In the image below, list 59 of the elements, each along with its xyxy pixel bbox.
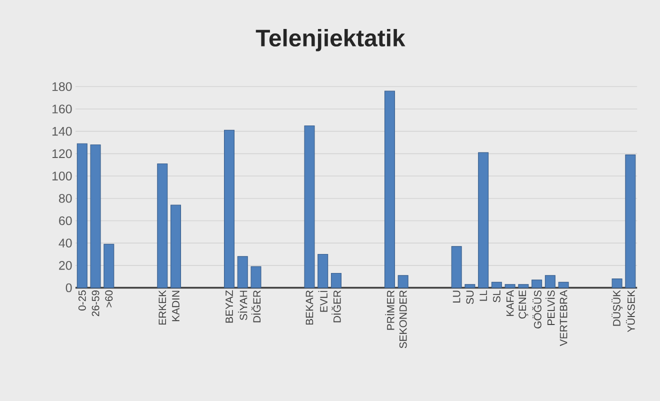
bar bbox=[304, 125, 315, 288]
y-tick-label: 120 bbox=[52, 149, 72, 158]
bar bbox=[544, 275, 556, 288]
x-tick-label: SEKONDER bbox=[399, 290, 407, 348]
x-tick-label: PELVİS bbox=[546, 290, 555, 325]
bar bbox=[491, 282, 502, 288]
bar bbox=[504, 284, 516, 288]
bar bbox=[170, 204, 182, 288]
x-tick-label: PRİMER bbox=[385, 290, 394, 330]
x-tick-label: ERKEK bbox=[158, 290, 166, 324]
x-tick-label: >60 bbox=[105, 290, 113, 308]
x-tick-label: EVLİ bbox=[318, 290, 328, 312]
x-tick-label: LU bbox=[452, 290, 460, 302]
y-tick-label: 80 bbox=[58, 194, 72, 203]
x-tick-label: DÜŞÜK bbox=[612, 290, 623, 326]
x-tick-label: SU bbox=[466, 290, 474, 304]
bar bbox=[398, 275, 408, 288]
bar bbox=[76, 143, 88, 288]
x-tick-label: 0-25 bbox=[78, 290, 86, 310]
y-tick-label: 0 bbox=[66, 283, 72, 292]
bar bbox=[330, 272, 342, 288]
x-tick-label: SİYAH bbox=[238, 290, 248, 320]
bar bbox=[464, 284, 476, 288]
x-tick-label: KADIN bbox=[172, 290, 180, 321]
bar bbox=[250, 266, 262, 288]
x-tick-label: DİĞER bbox=[251, 290, 261, 322]
y-tick-label: 40 bbox=[58, 238, 72, 248]
bar bbox=[612, 278, 622, 288]
chart-title: Telenjiektatik bbox=[256, 28, 406, 52]
bar bbox=[478, 152, 489, 288]
x-tick-label: 26-59 bbox=[92, 290, 100, 316]
x-tick-label: ÇENE bbox=[518, 290, 528, 318]
x-tick-label: SL bbox=[492, 290, 500, 302]
y-tick-label: 100 bbox=[52, 171, 72, 180]
x-tick-label: VERTEBRA bbox=[560, 290, 568, 346]
bar bbox=[384, 90, 395, 288]
bar bbox=[451, 246, 462, 288]
y-tick-label: 20 bbox=[59, 260, 72, 270]
x-tick-label: LL bbox=[480, 290, 487, 301]
x-tick-label: DİĞER bbox=[332, 290, 341, 322]
y-tick-label: 140 bbox=[52, 126, 72, 136]
x-tick-label: BEKAR bbox=[306, 290, 314, 324]
x-tick-label: GÖĞÜS bbox=[532, 290, 542, 328]
bar bbox=[157, 163, 168, 288]
y-tick-label: 60 bbox=[59, 216, 72, 225]
x-tick-label: YÜKSEK bbox=[626, 290, 635, 332]
x-tick-label: BEYAZ bbox=[226, 290, 233, 322]
bar bbox=[90, 144, 101, 288]
y-tick-label: 180 bbox=[52, 82, 72, 91]
bar bbox=[625, 154, 636, 288]
bar bbox=[518, 284, 529, 288]
bar bbox=[318, 254, 328, 288]
bar bbox=[224, 130, 234, 288]
bar bbox=[237, 256, 248, 288]
bar bbox=[558, 282, 569, 288]
bar bbox=[532, 280, 542, 288]
x-tick-label: KAFA bbox=[506, 290, 514, 316]
y-tick-label: 160 bbox=[52, 104, 72, 114]
bar bbox=[104, 244, 114, 288]
